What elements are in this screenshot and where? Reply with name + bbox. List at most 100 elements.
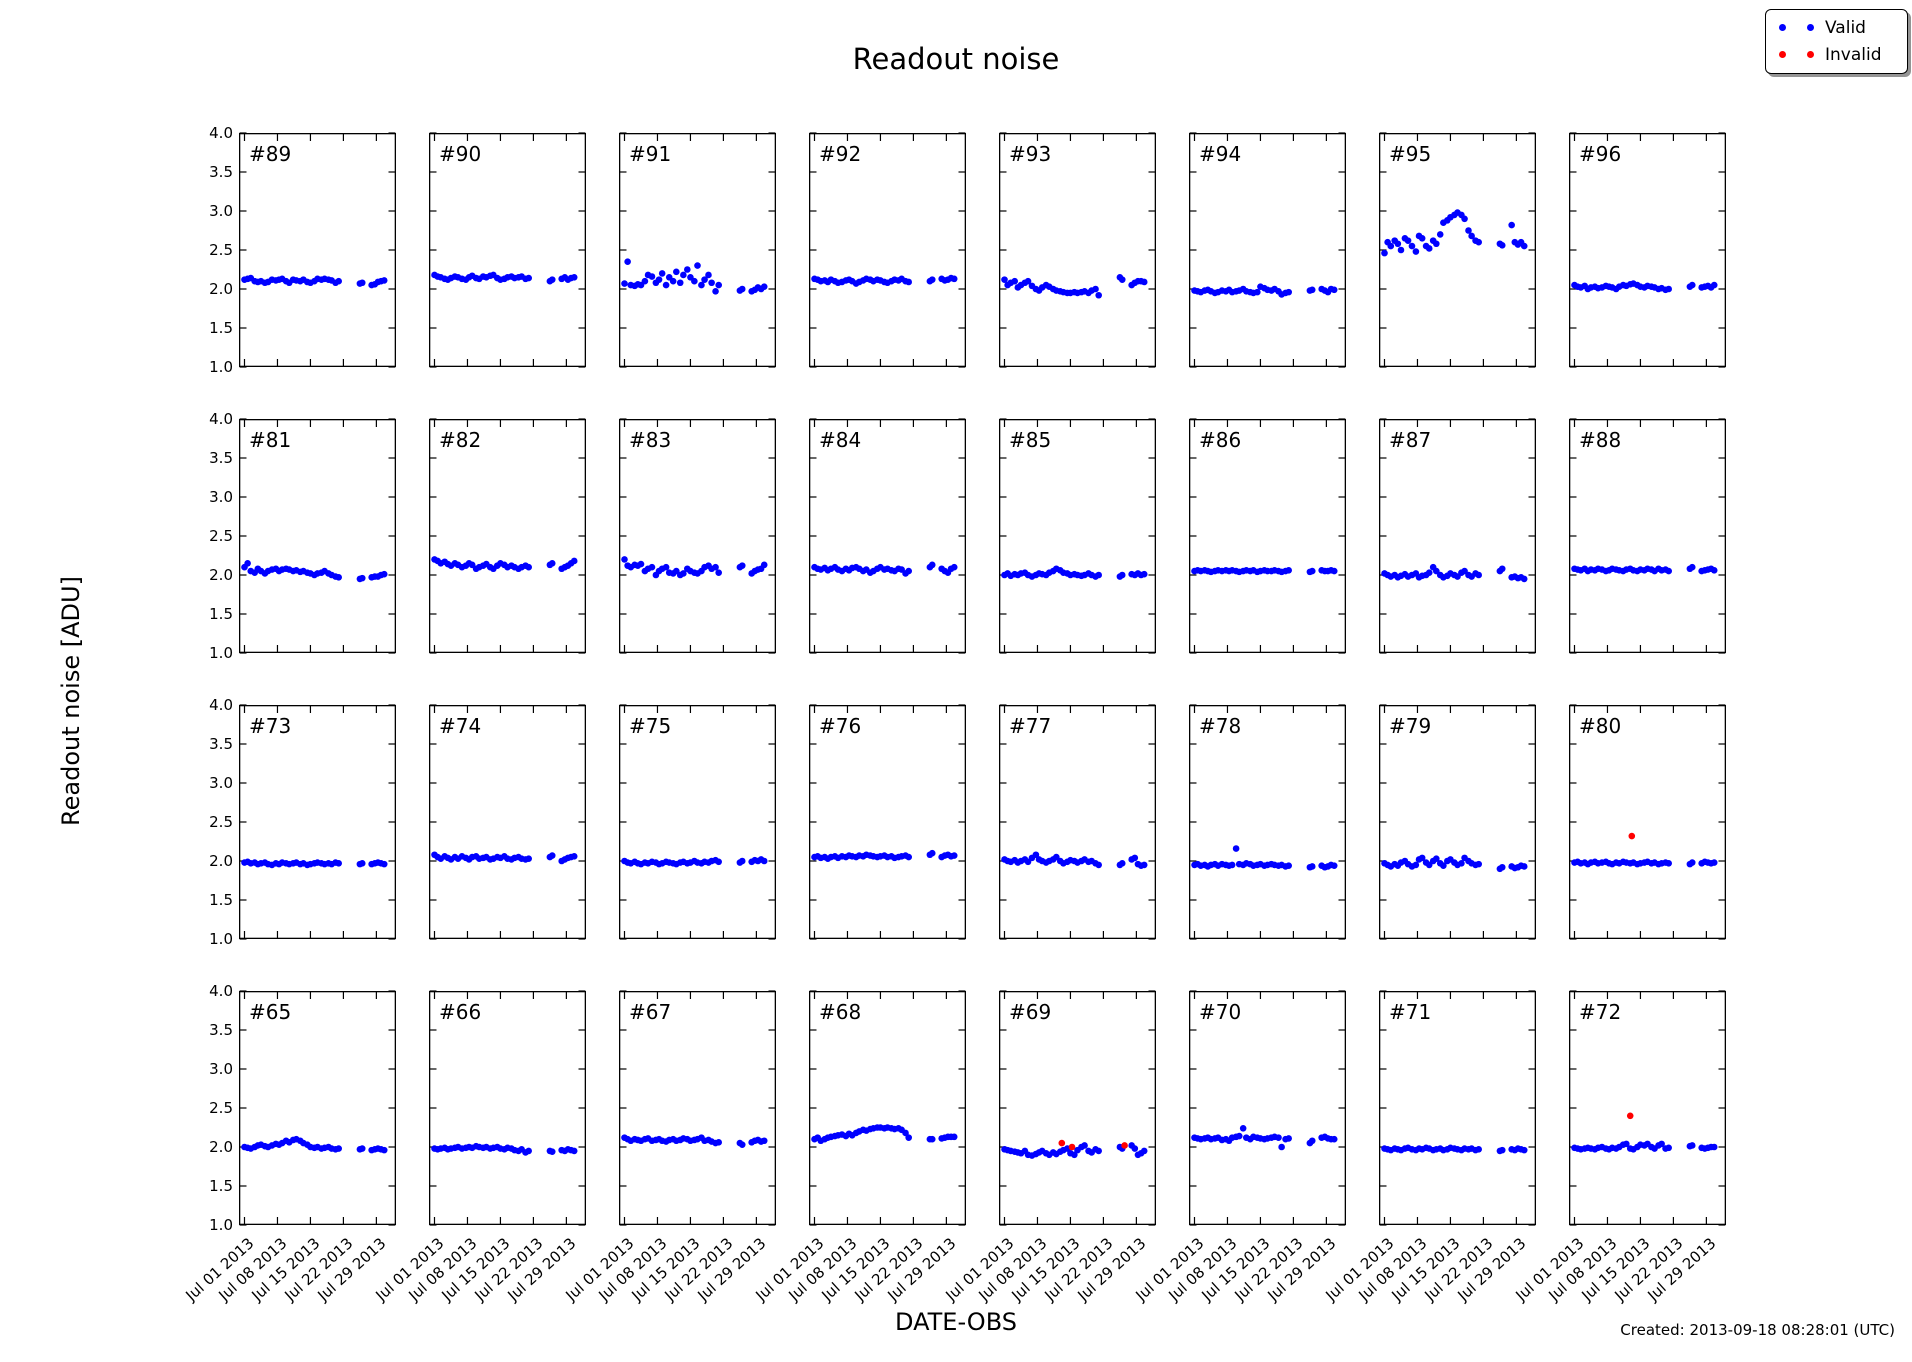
valid-point	[1418, 854, 1426, 862]
subplot-79: #79	[1378, 704, 1536, 940]
subplot-label: #72	[1579, 1000, 1621, 1024]
valid-point	[715, 858, 722, 866]
valid-point	[1475, 860, 1482, 868]
subplot-label: #66	[439, 1000, 481, 1024]
valid-point	[637, 560, 645, 568]
subplot-label: #73	[249, 714, 291, 738]
valid-point	[335, 574, 342, 581]
valid-point	[1253, 288, 1261, 296]
valid-point	[1623, 1140, 1630, 1148]
y-tick-label: 1.0	[209, 358, 233, 376]
valid-point	[1433, 240, 1440, 248]
subplot-label: #71	[1389, 1000, 1431, 1024]
legend-item-valid: Valid	[1766, 14, 1907, 41]
valid-point	[698, 281, 705, 289]
valid-point	[1140, 570, 1148, 578]
subplot-label: #82	[439, 428, 481, 452]
valid-point	[525, 855, 532, 862]
y-tick-label: 1.0	[209, 930, 233, 948]
plot-frame	[428, 704, 586, 939]
subplot-88: #88	[1568, 418, 1726, 654]
valid-point	[1381, 249, 1388, 257]
valid-point	[1285, 288, 1292, 296]
valid-point	[1387, 242, 1395, 250]
plot-frame	[618, 704, 776, 939]
valid-point	[1688, 281, 1696, 289]
y-tick-label: 4.0	[209, 696, 233, 714]
valid-point	[1118, 571, 1126, 579]
plot-frame	[618, 132, 776, 367]
invalid-point	[1058, 1139, 1066, 1147]
dot-icon	[1807, 51, 1814, 58]
valid-point	[641, 277, 649, 285]
valid-point	[655, 276, 663, 283]
y-tick-label: 3.0	[209, 774, 233, 792]
valid-point	[928, 276, 936, 283]
subplot-66: #66	[428, 990, 586, 1226]
valid-point	[1330, 286, 1338, 294]
valid-point	[1710, 281, 1718, 289]
plot-frame	[238, 132, 396, 367]
valid-point	[1140, 1147, 1148, 1155]
y-tick-label: 3.0	[209, 1060, 233, 1078]
subplot-83: #83	[618, 418, 776, 654]
valid-point	[525, 274, 532, 282]
subplot-label: #78	[1199, 714, 1241, 738]
subplot-81: #81	[238, 418, 396, 654]
valid-point	[1081, 1142, 1088, 1149]
subplot-label: #94	[1199, 142, 1241, 166]
plot-frame	[808, 704, 966, 939]
y-tick-label: 2.5	[209, 527, 233, 545]
y-tick-label: 1.5	[209, 891, 233, 909]
y-tick-label: 2.5	[209, 1099, 233, 1117]
plot-frame	[238, 990, 396, 1225]
valid-point	[708, 279, 715, 287]
valid-point	[570, 853, 578, 860]
valid-point	[950, 275, 958, 283]
y-tick-label: 2.5	[209, 241, 233, 259]
valid-point	[928, 561, 936, 569]
valid-point	[760, 857, 768, 865]
subplot-78: #78	[1188, 704, 1346, 940]
valid-point	[621, 556, 628, 563]
invalid-point	[1626, 1112, 1634, 1120]
subplot-label: #96	[1579, 142, 1621, 166]
valid-point	[1710, 567, 1718, 574]
subplot-75: #75	[618, 704, 776, 940]
valid-point	[701, 276, 708, 283]
plot-frame	[1188, 704, 1346, 939]
chart-title: Readout noise	[852, 42, 1060, 76]
subplot-90: #90	[428, 132, 586, 368]
plot-frame	[428, 990, 586, 1225]
dot-icon	[1779, 24, 1786, 31]
valid-point	[335, 277, 342, 285]
invalid-point	[1121, 1142, 1128, 1149]
valid-point	[1285, 567, 1292, 574]
y-tick-label: 1.5	[209, 1177, 233, 1195]
subplot-label: #79	[1389, 714, 1431, 738]
valid-point	[715, 1139, 722, 1146]
valid-point	[662, 563, 670, 571]
subplot-label: #74	[439, 714, 481, 738]
subplot-label: #80	[1579, 714, 1621, 738]
valid-point	[1461, 215, 1468, 223]
valid-point	[1475, 571, 1482, 579]
valid-point	[335, 1145, 342, 1152]
valid-point	[676, 279, 684, 287]
subplot-label: #68	[819, 1000, 861, 1024]
invalid-point	[1068, 1143, 1076, 1151]
valid-point	[1239, 1124, 1247, 1132]
valid-point	[1095, 571, 1102, 579]
subplot-label: #88	[1579, 428, 1621, 452]
subplot-91: #91	[618, 132, 776, 368]
plot-frame	[998, 704, 1156, 939]
y-tick-label: 3.5	[209, 735, 233, 753]
valid-point	[1468, 232, 1475, 240]
y-tick-label: 1.0	[209, 644, 233, 662]
subplot-73: #73	[238, 704, 396, 940]
valid-point	[1278, 1143, 1285, 1151]
subplot-label: #81	[249, 428, 291, 452]
valid-point	[1095, 861, 1102, 869]
invalid-marker-icon	[1779, 51, 1814, 58]
valid-point	[691, 277, 698, 285]
